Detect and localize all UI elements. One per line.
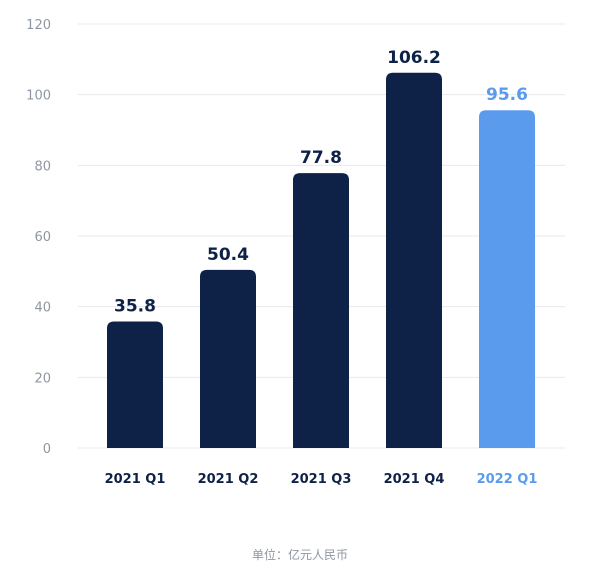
bar bbox=[386, 72, 442, 448]
bar bbox=[293, 173, 349, 448]
x-tick-label: 2021 Q2 bbox=[198, 472, 259, 487]
data-label: 50.4 bbox=[207, 245, 249, 265]
unit-note: 单位：亿元人民币 bbox=[251, 548, 348, 562]
x-tick-label: 2021 Q1 bbox=[105, 472, 166, 487]
bar bbox=[200, 269, 256, 448]
data-label: 35.8 bbox=[114, 297, 156, 317]
data-label: 106.2 bbox=[387, 48, 441, 68]
x-tick-label: 2021 Q4 bbox=[384, 472, 445, 487]
y-tick-label: 60 bbox=[34, 230, 51, 245]
y-tick-label: 20 bbox=[34, 371, 51, 386]
y-tick-label: 0 bbox=[43, 442, 51, 457]
x-tick-label: 2021 Q3 bbox=[291, 472, 352, 487]
data-label: 95.6 bbox=[486, 85, 528, 105]
x-tick-label: 2022 Q1 bbox=[477, 472, 538, 487]
bar bbox=[479, 110, 535, 449]
y-tick-label: 100 bbox=[26, 89, 51, 104]
data-label: 77.8 bbox=[300, 148, 342, 168]
y-tick-label: 120 bbox=[26, 18, 51, 33]
y-tick-label: 40 bbox=[34, 301, 51, 316]
bar bbox=[107, 321, 163, 448]
y-tick-label: 80 bbox=[34, 159, 51, 174]
